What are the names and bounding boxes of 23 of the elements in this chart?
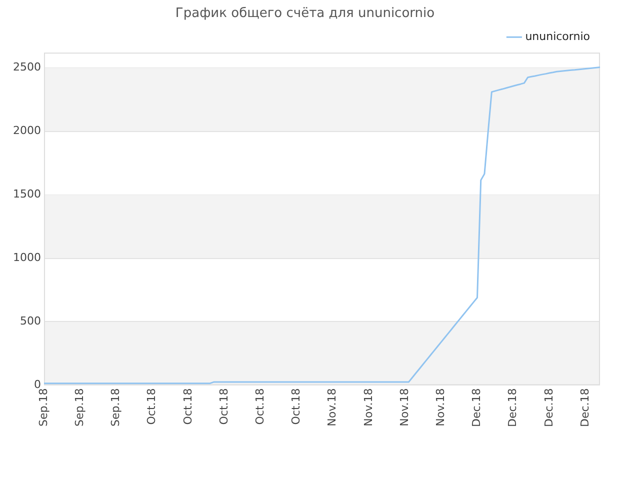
x-tick-label: Sep.18 [109,388,122,426]
x-tick-label: Dec.18 [578,388,592,427]
y-tick-label: 2000 [12,124,41,138]
y-tick-label: 2500 [12,60,41,74]
x-tick-label: Oct.18 [217,388,230,425]
x-tick-label: Dec.18 [542,388,556,427]
chart-title: График общего счёта для ununicornio [175,6,435,22]
x-tick-label: Sep.18 [72,388,86,426]
legend-label: ununicornio [525,30,590,43]
x-tick-label: Nov.18 [326,388,339,426]
x-tick-label: Oct.18 [181,388,194,425]
y-tick-label: 1500 [12,188,41,201]
x-tick-label: Dec.18 [506,388,520,427]
y-tick-label: 500 [20,314,41,328]
x-tick-label: Sep.18 [36,388,50,426]
x-tick-label: Nov.18 [434,388,447,426]
x-tick-label: Dec.18 [470,388,484,427]
x-tick-label: Nov.18 [398,388,411,426]
x-tick-label: Oct.18 [253,388,266,425]
y-tick-label: 1000 [12,251,41,264]
x-tick-label: Oct.18 [145,388,158,425]
x-tick-label: Nov.18 [362,388,375,426]
x-tick-label: Oct.18 [290,388,303,425]
